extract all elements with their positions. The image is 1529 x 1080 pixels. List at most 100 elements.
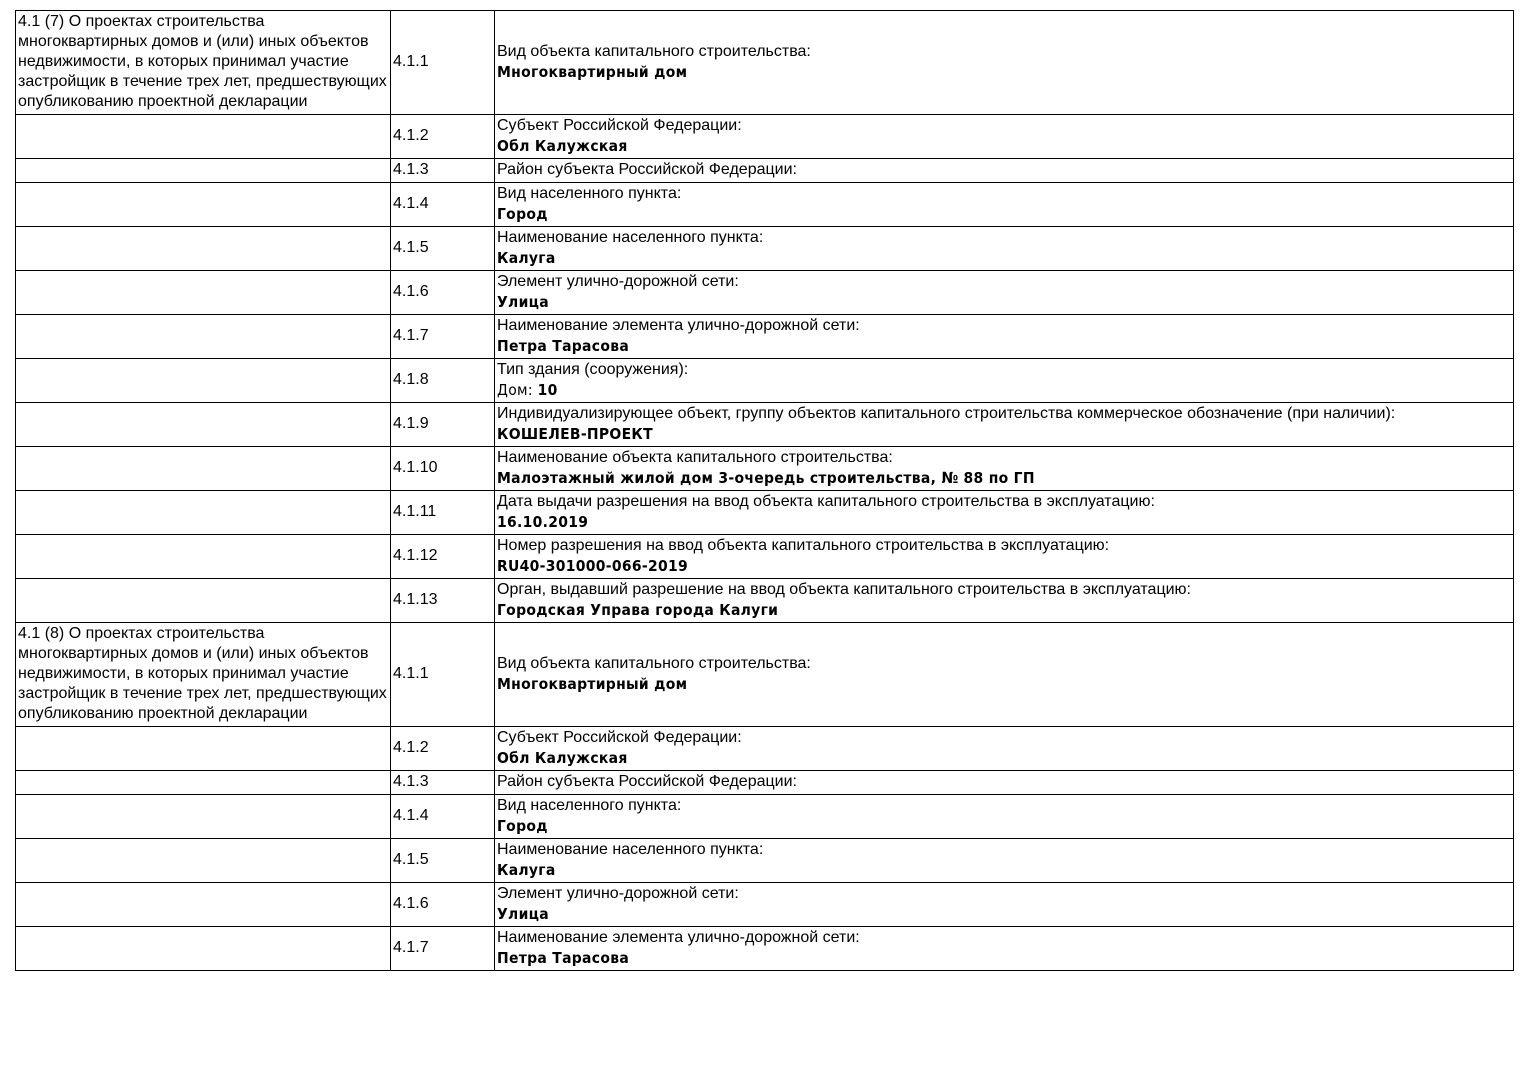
item-code: 4.1.4 (390, 794, 495, 839)
section-title-cell (15, 726, 391, 771)
section-title-cell (15, 534, 391, 579)
item-value-prefix: Дом: (497, 381, 538, 399)
item-label: Тип здания (сооружения): (497, 361, 689, 378)
item-label: Вид объекта капитального строительства: (497, 43, 811, 60)
table-row: 4.1.12 Номер разрешения на ввод объекта к… (15, 534, 1514, 579)
item-value-text: Малоэтажный жилой дом 3-очередь строител… (497, 469, 1035, 487)
item-label: Район субъекта Российской Федерации: (497, 161, 797, 178)
item-value: Обл Калужская (497, 136, 1511, 156)
item-label: Индивидуализирующее объект, группу объек… (497, 405, 1396, 422)
item-content: Наименование населенного пункта: Калуга (494, 226, 1514, 271)
table-row: 4.1.2 Субъект Российской Федерации: Обл Ка… (15, 726, 1514, 771)
table-row: 4.1.11 Дата выдачи разрешения на ввод объ… (15, 490, 1514, 535)
table-row: 4.1.7 Наименование элемента улично-дорожн… (15, 926, 1514, 971)
table-row: 4.1.3 Район субъекта Российской Федерации… (15, 158, 1514, 183)
item-label: Номер разрешения на ввод объекта капитал… (497, 537, 1110, 554)
item-code: 4.1.6 (390, 270, 495, 315)
item-value: Улица (497, 904, 1511, 924)
item-value: Многоквартирный дом (497, 62, 1511, 82)
item-content: Индивидуализирующее объект, группу объек… (494, 402, 1514, 447)
section-title-cell (15, 926, 391, 971)
section-title-cell (15, 402, 391, 447)
item-content: Вид объекта капитального строительства: М… (494, 622, 1514, 727)
item-value: Многоквартирный дом (497, 674, 1511, 694)
item-value-text: КОШЕЛЕВ-ПРОЕКТ (497, 425, 653, 443)
section-title-cell (15, 770, 391, 795)
item-content: Элемент улично-дорожной сети: Улица (494, 882, 1514, 927)
section-title-cell (15, 490, 391, 535)
item-value: Петра Тарасова (497, 336, 1511, 356)
item-code: 4.1.13 (390, 578, 495, 623)
item-code: 4.1.2 (390, 114, 495, 159)
item-content: Дата выдачи разрешения на ввод объекта к… (494, 490, 1514, 535)
declaration-table: 4.1 (7) О проектах строительства многокв… (15, 10, 1514, 971)
item-value: КОШЕЛЕВ-ПРОЕКТ (497, 424, 1511, 444)
item-value: Петра Тарасова (497, 948, 1511, 968)
section-title-cell (15, 446, 391, 491)
item-label: Орган, выдавший разрешение на ввод объек… (497, 581, 1191, 598)
item-label: Район субъекта Российской Федерации: (497, 773, 797, 790)
item-value-text: Город (497, 205, 548, 223)
item-label: Элемент улично-дорожной сети: (497, 273, 739, 290)
item-code: 4.1.12 (390, 534, 495, 579)
item-label: Элемент улично-дорожной сети: (497, 885, 739, 902)
table-row: 4.1.5 Наименование населенного пункта: Кал… (15, 226, 1514, 271)
item-value: Малоэтажный жилой дом 3-очередь строител… (497, 468, 1511, 488)
item-value-text: Городская Управа города Калуги (497, 601, 779, 619)
table-row: 4.1.10 Наименование объекта капитального … (15, 446, 1514, 491)
item-content: Наименование элемента улично-дорожной се… (494, 926, 1514, 971)
item-content: Орган, выдавший разрешение на ввод объек… (494, 578, 1514, 623)
section-title-cell (15, 794, 391, 839)
item-value-text: Обл Калужская (497, 749, 628, 767)
item-code: 4.1.6 (390, 882, 495, 927)
item-content: Район субъекта Российской Федерации: (494, 770, 1514, 795)
item-code: 4.1.5 (390, 838, 495, 883)
item-code: 4.1.2 (390, 726, 495, 771)
item-code: 4.1.1 (390, 622, 495, 727)
item-label: Наименование населенного пункта: (497, 229, 764, 246)
item-value: Городская Управа города Калуги (497, 600, 1511, 620)
item-code: 4.1.3 (390, 158, 495, 183)
item-value-text: 16.10.2019 (497, 513, 589, 531)
item-label: Вид объекта капитального строительства: (497, 655, 811, 672)
item-value: Дом: 10 (497, 380, 1511, 400)
section-title-cell (15, 182, 391, 227)
item-content: Район субъекта Российской Федерации: (494, 158, 1514, 183)
item-value-text: Улица (497, 293, 549, 311)
item-value-text: Многоквартирный дом (497, 675, 688, 693)
item-label: Вид населенного пункта: (497, 797, 682, 814)
section-title-cell (15, 578, 391, 623)
item-value: Город (497, 204, 1511, 224)
section-title-cell (15, 158, 391, 183)
item-value: Калуга (497, 860, 1511, 880)
item-value-text: Обл Калужская (497, 137, 628, 155)
item-label: Субъект Российской Федерации: (497, 729, 742, 746)
item-code: 4.1.11 (390, 490, 495, 535)
item-value: Калуга (497, 248, 1511, 268)
section-title-cell (15, 226, 391, 271)
table-row: 4.1.4 Вид населенного пункта: Город (15, 182, 1514, 227)
table-row: 4.1.5 Наименование населенного пункта: Кал… (15, 838, 1514, 883)
section-title-cell: 4.1 (7) О проектах строительства многокв… (15, 10, 391, 115)
item-code: 4.1.9 (390, 402, 495, 447)
item-code: 4.1.10 (390, 446, 495, 491)
item-value-text: Петра Тарасова (497, 949, 630, 967)
item-value: Город (497, 816, 1511, 836)
table-row: 4.1.6 Элемент улично-дорожной сети: Улица (15, 270, 1514, 315)
item-label: Наименование элемента улично-дорожной се… (497, 929, 860, 946)
item-content: Вид населенного пункта: Город (494, 182, 1514, 227)
table-row: 4.1 (7) О проектах строительства многокв… (15, 10, 1514, 115)
item-label: Наименование элемента улично-дорожной се… (497, 317, 860, 334)
item-content: Элемент улично-дорожной сети: Улица (494, 270, 1514, 315)
item-value: RU40-301000-066-2019 (497, 556, 1511, 576)
table-row: 4.1.9 Индивидуализирующее объект, группу … (15, 402, 1514, 447)
item-content: Субъект Российской Федерации: Обл Калужск… (494, 114, 1514, 159)
table-row: 4.1.6 Элемент улично-дорожной сети: Улица (15, 882, 1514, 927)
section-title-cell (15, 114, 391, 159)
table-row: 4.1.13 Орган, выдавший разрешение на ввод… (15, 578, 1514, 623)
item-code: 4.1.7 (390, 926, 495, 971)
section-title-cell (15, 270, 391, 315)
item-content: Наименование элемента улично-дорожной се… (494, 314, 1514, 359)
item-label: Субъект Российской Федерации: (497, 117, 742, 134)
item-value-text: Калуга (497, 249, 556, 267)
